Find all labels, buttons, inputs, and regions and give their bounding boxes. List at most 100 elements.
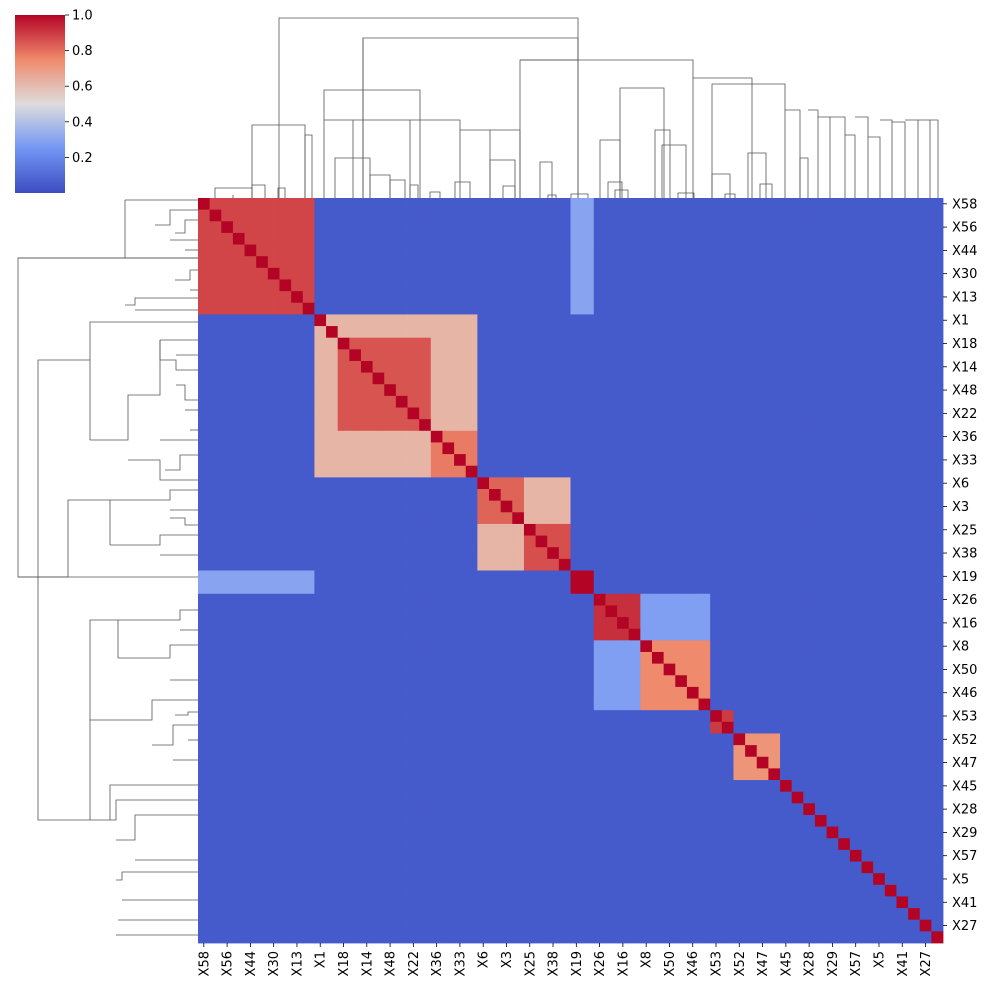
heatmap-cell	[430, 733, 443, 746]
heatmap-cell	[651, 814, 665, 827]
heatmap-cell	[337, 279, 350, 292]
heatmap-cell	[372, 756, 385, 769]
heatmap-cell	[663, 663, 676, 676]
heatmap-cell	[814, 849, 827, 862]
heatmap-cell	[651, 547, 665, 560]
heatmap-cell	[780, 826, 793, 839]
heatmap-cell	[558, 803, 571, 816]
heatmap-cell	[919, 861, 932, 874]
heatmap-cell	[500, 931, 513, 944]
heatmap-cell	[477, 838, 490, 851]
heatmap-cell	[617, 745, 630, 758]
heatmap-cell	[535, 442, 548, 455]
heatmap-cell	[803, 745, 816, 758]
heatmap-cell	[873, 698, 886, 711]
heatmap-cell	[838, 873, 851, 886]
heatmap-cell	[326, 675, 339, 688]
heatmap-cell	[873, 745, 886, 758]
heatmap-cell	[442, 430, 455, 443]
heatmap-cell	[314, 721, 327, 734]
heatmap-cell	[826, 535, 839, 548]
heatmap-cell	[663, 326, 676, 339]
x-tick-label: X38	[547, 951, 562, 976]
heatmap-cell	[675, 884, 688, 897]
heatmap-cell	[838, 547, 851, 560]
heatmap-cell	[454, 523, 467, 536]
heatmap-cell	[896, 407, 909, 420]
heatmap-cell	[780, 430, 793, 443]
heatmap-cell	[500, 908, 513, 921]
heatmap-cell	[675, 209, 688, 222]
heatmap-cell	[209, 291, 222, 304]
heatmap-cell	[221, 477, 234, 490]
heatmap-cell	[570, 570, 583, 583]
heatmap-cell	[535, 337, 548, 350]
heatmap-cell	[291, 780, 304, 793]
heatmap-cell	[861, 884, 874, 897]
heatmap-cell	[256, 826, 269, 839]
heatmap-cell	[838, 512, 851, 525]
heatmap-cell	[430, 721, 443, 734]
heatmap-cell	[314, 931, 327, 944]
heatmap-cell	[337, 302, 350, 315]
heatmap-cell	[384, 535, 397, 548]
heatmap-cell	[721, 617, 734, 630]
x-tick-label: X41	[896, 951, 911, 976]
heatmap-cell	[349, 547, 362, 560]
heatmap-cell	[500, 663, 513, 676]
heatmap-cell	[861, 209, 874, 222]
heatmap-cell	[605, 721, 618, 734]
heatmap-cell	[640, 489, 653, 502]
heatmap-cell	[861, 535, 874, 548]
heatmap-cell	[314, 419, 327, 432]
heatmap-cell	[768, 198, 781, 211]
heatmap-cell	[395, 407, 408, 420]
heatmap-cell	[896, 791, 909, 804]
heatmap-cell	[570, 477, 583, 490]
heatmap-cell	[360, 838, 374, 851]
heatmap-cell	[372, 733, 385, 746]
heatmap-cell	[663, 884, 676, 897]
x-tick-label: X18	[337, 951, 352, 976]
heatmap-cell	[465, 454, 478, 467]
heatmap-cell	[337, 291, 350, 304]
heatmap-cell	[570, 628, 583, 641]
heatmap-cell	[407, 384, 420, 397]
heatmap-cell	[745, 628, 758, 641]
heatmap-cell	[256, 558, 269, 571]
heatmap-cell	[360, 349, 374, 362]
heatmap-cell	[698, 640, 711, 653]
heatmap-cell	[838, 826, 851, 839]
heatmap-cell	[500, 710, 513, 723]
heatmap-cell	[500, 791, 513, 804]
heatmap-cell	[454, 535, 467, 548]
heatmap-cell	[768, 663, 781, 676]
heatmap-cell	[198, 314, 211, 327]
heatmap-cell	[489, 745, 502, 758]
heatmap-cell	[710, 291, 723, 304]
heatmap-cell	[861, 896, 874, 909]
heatmap-cell	[314, 873, 327, 886]
heatmap-cell	[814, 651, 827, 665]
heatmap-cell	[861, 768, 874, 781]
heatmap-cell	[209, 768, 222, 781]
heatmap-cell	[675, 640, 688, 653]
heatmap-cell	[523, 326, 536, 339]
heatmap-cell	[908, 395, 921, 408]
heatmap-cell	[291, 291, 304, 304]
heatmap-cell	[407, 221, 420, 234]
heatmap-cell	[232, 686, 245, 699]
heatmap-cell	[663, 780, 676, 793]
heatmap-cell	[442, 360, 455, 374]
heatmap-cell	[640, 686, 653, 699]
heatmap-cell	[419, 780, 432, 793]
heatmap-cell	[908, 919, 921, 932]
heatmap-cell	[512, 419, 525, 432]
heatmap	[198, 198, 944, 944]
heatmap-cell	[826, 267, 839, 280]
heatmap-cell	[582, 291, 595, 304]
heatmap-cell	[884, 558, 897, 571]
heatmap-cell	[908, 360, 921, 374]
heatmap-cell	[710, 756, 723, 769]
heatmap-cell	[931, 489, 944, 502]
